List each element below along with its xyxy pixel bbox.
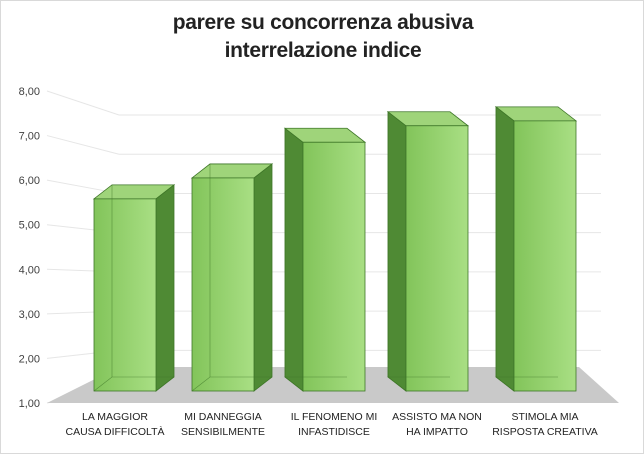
x-category-label: STIMOLA MIA RISPOSTA CREATIVA (486, 410, 604, 440)
y-tick-label: 4,00 (19, 264, 40, 276)
bar-inner-edge (387, 376, 450, 392)
bar-inner-edge (495, 376, 558, 392)
bar-side (253, 163, 273, 392)
bar-side (495, 106, 515, 392)
y-tick-label: 8,00 (19, 86, 40, 98)
y-tick-label: 2,00 (19, 353, 40, 365)
x-category-label-line: CAUSA DIFFICOLTÀ (65, 426, 165, 438)
chart-title-line-2: interrelazione indice (224, 39, 422, 62)
x-category-label: LA MAGGIOR CAUSA DIFFICOLTÀ (56, 410, 174, 440)
bar (405, 125, 469, 392)
bar (302, 141, 366, 392)
bar (513, 120, 577, 392)
bar (191, 177, 255, 392)
bar-inner-edge (93, 376, 174, 392)
y-tick-label: 6,00 (19, 175, 40, 187)
x-category-label: IL FENOMENO MI INFASTIDISCE (275, 410, 393, 440)
bar-side (284, 127, 304, 392)
x-category-label-line: LA MAGGIOR (82, 411, 148, 423)
bar-side (387, 110, 407, 392)
chart-title-line-1: parere su concorrenza abusiva (172, 11, 474, 34)
x-category-label-line: STIMOLA MIA (511, 411, 579, 423)
y-tick-label: 1,00 (19, 398, 40, 410)
x-category-label: MI DANNEGGIA SENSIBILMENTE (164, 410, 282, 440)
gridline (46, 90, 120, 116)
x-category-label-line: ASSISTO MA NON (392, 411, 482, 423)
x-category-label-line: HA IMPATTO (406, 426, 468, 438)
y-tick-label: 5,00 (19, 220, 40, 232)
x-category-label-line: SENSIBILMENTE (180, 426, 266, 438)
x-category-label-line: INFASTIDISCE (298, 426, 370, 438)
y-tick-label: 7,00 (19, 131, 40, 143)
x-category-label-line: MI DANNEGGIA (184, 411, 262, 423)
bar (93, 198, 157, 392)
gridline (46, 135, 120, 155)
x-category-label: ASSISTO MA NON HA IMPATTO (378, 410, 496, 440)
bar-inner-edge (191, 376, 272, 392)
x-category-label-line: RISPOSTA CREATIVA (492, 426, 598, 438)
bar-side (155, 184, 175, 392)
bar-inner-edge (284, 376, 347, 392)
x-category-label-line: IL FENOMENO MI (290, 411, 378, 423)
y-tick-label: 3,00 (19, 309, 40, 321)
